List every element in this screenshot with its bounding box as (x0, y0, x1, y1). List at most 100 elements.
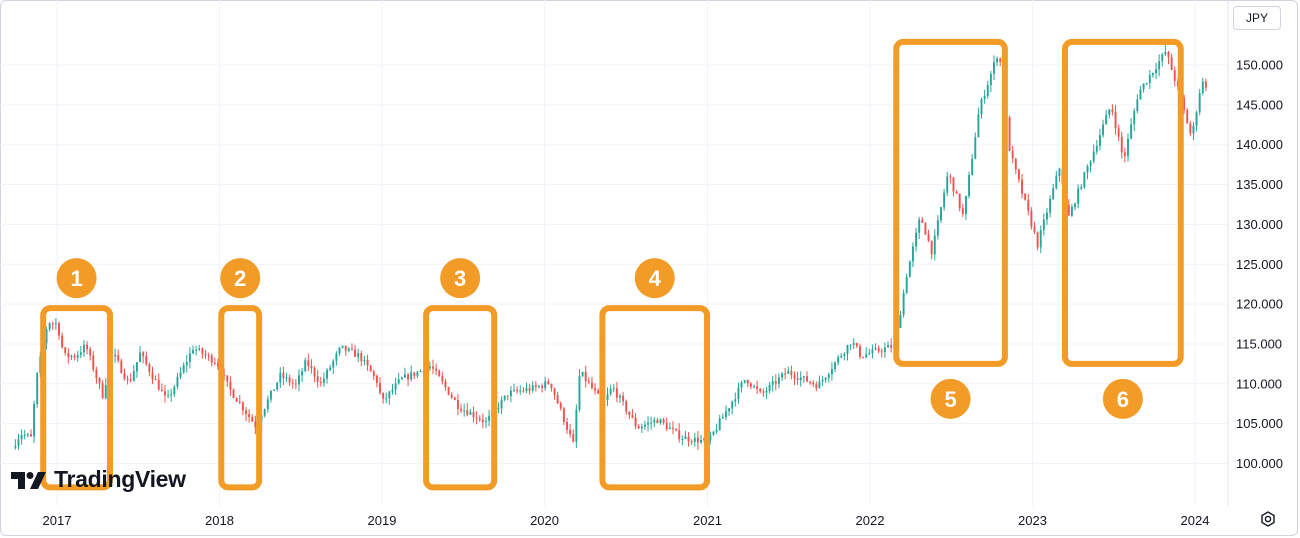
candle (132, 364, 135, 382)
candle-body (762, 391, 765, 393)
candle-body (678, 430, 681, 440)
candle-body (450, 394, 453, 398)
candle (643, 420, 646, 430)
candle (709, 431, 712, 445)
candle-body (413, 372, 416, 376)
candle (1033, 221, 1036, 235)
candle (54, 318, 57, 330)
candle-body (1080, 187, 1083, 189)
tradingview-logo-icon (11, 471, 46, 489)
candle (391, 383, 394, 395)
candle (319, 376, 322, 387)
candle-body (36, 372, 39, 405)
candle-body (715, 429, 718, 432)
candle (385, 392, 388, 404)
candle (749, 381, 752, 390)
highlight-region-4: 4 (599, 258, 711, 491)
candle-body (61, 335, 64, 348)
candle-body (915, 232, 918, 247)
candle (840, 353, 843, 359)
candle (531, 381, 534, 394)
candle (961, 203, 964, 217)
candle (578, 369, 581, 412)
candle (989, 70, 992, 93)
candle (160, 383, 163, 392)
candle-body (1195, 112, 1198, 126)
candle-body (1130, 124, 1133, 139)
candle-body (469, 412, 472, 415)
candle-body (188, 353, 191, 362)
candle-body (837, 357, 840, 363)
candle-body (650, 422, 653, 424)
candle (500, 396, 503, 415)
candle-body (746, 379, 749, 384)
highlight-region-2: 2 (218, 258, 263, 491)
candle (1036, 231, 1039, 251)
candle (787, 366, 790, 374)
candle-body (874, 348, 877, 350)
candle-body (871, 349, 874, 354)
candle (357, 348, 360, 363)
candle-body (192, 350, 194, 354)
candle (1139, 86, 1142, 100)
candle (622, 391, 625, 406)
candle-body (749, 383, 752, 387)
candle-body (834, 362, 837, 370)
candle-body (182, 365, 185, 373)
candle-body (790, 371, 793, 376)
candle-body (996, 58, 999, 63)
candle-body (1108, 109, 1111, 116)
candle (790, 365, 793, 380)
candle (1080, 184, 1083, 191)
candle (273, 389, 276, 391)
candle-body (1167, 52, 1170, 58)
candle (874, 343, 877, 351)
candle-body (999, 58, 1002, 62)
candle-body (622, 395, 625, 402)
candle (410, 365, 413, 382)
candle-body (731, 401, 734, 409)
candle (366, 354, 369, 371)
candle (1074, 202, 1076, 211)
candle (472, 406, 475, 423)
candle (441, 371, 444, 385)
candle (1086, 164, 1089, 180)
candle-body (1117, 128, 1120, 137)
candle (481, 413, 484, 429)
candle-body (357, 353, 360, 357)
candle-body (581, 371, 584, 377)
candle (1186, 107, 1189, 124)
candle (572, 429, 575, 443)
highlight-regions: 1 2 3 4 5 6 (40, 38, 1184, 491)
time-tick-label: 2023 (1018, 513, 1047, 528)
candle-body (92, 355, 95, 370)
candle-body (528, 388, 531, 391)
candle (547, 378, 550, 385)
candle (968, 171, 971, 199)
candle (26, 432, 29, 438)
candle (815, 381, 818, 392)
candle (659, 418, 662, 425)
candle-body (1052, 188, 1055, 199)
candle-body (728, 408, 731, 412)
settings-button[interactable] (1256, 508, 1280, 530)
candle-body (606, 394, 609, 400)
candle (534, 381, 537, 392)
candle (1114, 105, 1117, 135)
candle (51, 321, 54, 331)
candle (291, 378, 294, 389)
candle (678, 423, 681, 443)
candle-body (176, 376, 179, 387)
currency-button[interactable]: JPY (1233, 6, 1281, 30)
candle (581, 371, 584, 377)
candle-body (911, 246, 914, 262)
candle (403, 367, 406, 379)
candle (509, 386, 512, 403)
candle-body (812, 382, 815, 385)
candle-body (503, 395, 506, 400)
candle (964, 195, 967, 220)
price-tick-label: 150.000 (1236, 58, 1283, 73)
candle (397, 372, 400, 385)
candle-body (488, 415, 491, 421)
